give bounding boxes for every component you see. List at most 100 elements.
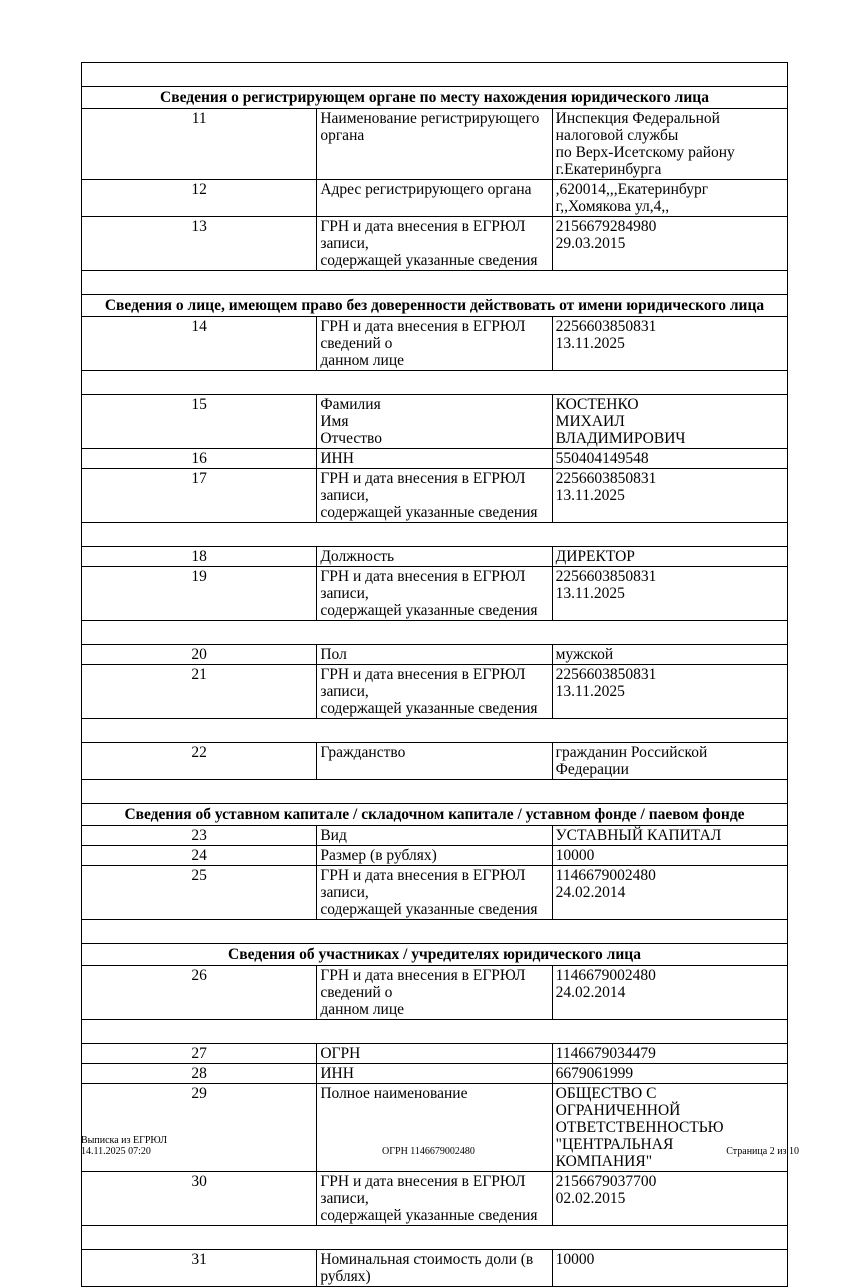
row-label: ГРН и дата внесения в ЕГРЮЛ записи, соде… bbox=[316, 216, 553, 271]
row-value: 2256603850831 13.11.2025 bbox=[551, 316, 789, 371]
row-label: Пол bbox=[316, 644, 553, 665]
spacer-cell bbox=[81, 1225, 788, 1250]
table-row: 16 ИНН 550404149548 bbox=[80, 448, 789, 469]
table-row: 25 ГРН и дата внесения в ЕГРЮЛ записи, со… bbox=[80, 865, 789, 920]
row-label: Номинальная стоимость доли (в рублях) bbox=[316, 1249, 553, 1287]
spacer-row bbox=[81, 1225, 788, 1250]
row-value: 550404149548 bbox=[551, 448, 789, 469]
row-number: 29 bbox=[80, 1083, 318, 1172]
row-label: Вид bbox=[316, 825, 553, 846]
row-value: ДИРЕКТОР bbox=[551, 546, 789, 567]
row-value: 2256603850831 13.11.2025 bbox=[551, 468, 789, 523]
row-value: ,620014,,,Екатеринбург г,,Хомякова ул,4,… bbox=[551, 179, 789, 217]
table-row: 27 ОГРН 1146679034479 bbox=[80, 1043, 789, 1064]
row-label: Гражданство bbox=[316, 742, 553, 780]
row-value: КОСТЕНКО МИХАИЛ ВЛАДИМИРОВИЧ bbox=[551, 394, 789, 449]
table-row: 11 Наименование регистрирующего органа Инс… bbox=[80, 108, 789, 180]
section-header-row: Сведения об участниках / учредителях юри… bbox=[81, 943, 788, 966]
row-label: ИНН bbox=[316, 448, 553, 469]
spacer-row bbox=[81, 522, 788, 547]
spacer-row bbox=[81, 718, 788, 743]
table-row: 26 ГРН и дата внесения в ЕГРЮЛ сведений о… bbox=[80, 965, 789, 1020]
row-value: 2156679037700 02.02.2015 bbox=[551, 1171, 789, 1226]
table-row: 14 ГРН и дата внесения в ЕГРЮЛ сведений о… bbox=[80, 316, 789, 371]
section-header-row: Сведения о лице, имеющем право без довер… bbox=[81, 294, 788, 317]
spacer-row bbox=[81, 370, 788, 395]
row-number: 31 bbox=[80, 1249, 318, 1287]
section-header: Сведения об уставном капитале / складочн… bbox=[81, 803, 788, 826]
row-number: 24 bbox=[80, 845, 318, 866]
row-value: 2256603850831 13.11.2025 bbox=[551, 664, 789, 719]
row-value: 1146679034479 bbox=[551, 1043, 789, 1064]
spacer-cell bbox=[81, 919, 788, 944]
row-number: 25 bbox=[80, 865, 318, 920]
spacer-cell bbox=[81, 1019, 788, 1044]
footer-doc-name: Выписка из ЕГРЮЛ bbox=[81, 1135, 167, 1146]
row-number: 21 bbox=[80, 664, 318, 719]
footer-ogrn: ОГРН 1146679002480 bbox=[382, 1146, 475, 1157]
table-row: 13 ГРН и дата внесения в ЕГРЮЛ записи, со… bbox=[80, 216, 789, 271]
spacer-row bbox=[81, 62, 788, 87]
row-label: Должность bbox=[316, 546, 553, 567]
row-label: Размер (в рублях) bbox=[316, 845, 553, 866]
footer-datetime: 14.11.2025 07:20 bbox=[81, 1146, 151, 1157]
section-header-row: Сведения о регистрирующем органе по мест… bbox=[81, 86, 788, 109]
footer-left: Выписка из ЕГРЮЛ 14.11.2025 07:20 bbox=[81, 1135, 167, 1157]
row-label: ГРН и дата внесения в ЕГРЮЛ сведений о д… bbox=[316, 965, 553, 1020]
row-label: ИНН bbox=[316, 1063, 553, 1084]
spacer-cell bbox=[81, 62, 788, 87]
row-number: 22 bbox=[80, 742, 318, 780]
section-header: Сведения о лице, имеющем право без довер… bbox=[81, 294, 788, 317]
row-value: УСТАВНЫЙ КАПИТАЛ bbox=[551, 825, 789, 846]
row-value: 1146679002480 24.02.2014 bbox=[551, 865, 789, 920]
spacer-row bbox=[81, 620, 788, 645]
row-label: ГРН и дата внесения в ЕГРЮЛ записи, соде… bbox=[316, 566, 553, 621]
row-number: 18 bbox=[80, 546, 318, 567]
spacer-cell bbox=[81, 522, 788, 547]
row-number: 12 bbox=[80, 179, 318, 217]
section-header: Сведения о регистрирующем органе по мест… bbox=[81, 86, 788, 109]
row-number: 28 bbox=[80, 1063, 318, 1084]
row-value: 10000 bbox=[551, 845, 789, 866]
row-value: 6679061999 bbox=[551, 1063, 789, 1084]
row-value: 2256603850831 13.11.2025 bbox=[551, 566, 789, 621]
row-number: 19 bbox=[80, 566, 318, 621]
row-label: Наименование регистрирующего органа bbox=[316, 108, 553, 180]
spacer-row bbox=[81, 779, 788, 804]
table-row: 17 ГРН и дата внесения в ЕГРЮЛ записи, со… bbox=[80, 468, 789, 523]
row-number: 13 bbox=[80, 216, 318, 271]
row-number: 11 bbox=[80, 108, 318, 180]
table-row: 15 Фамилия Имя Отчество КОСТЕНКО МИХАИЛ ВЛ… bbox=[80, 394, 789, 449]
row-value: 1146679002480 24.02.2014 bbox=[551, 965, 789, 1020]
row-number: 30 bbox=[80, 1171, 318, 1226]
table-row: 20 Пол мужской bbox=[80, 644, 789, 665]
table-row: 18 Должность ДИРЕКТОР bbox=[80, 546, 789, 567]
row-number: 15 bbox=[80, 394, 318, 449]
spacer-cell bbox=[81, 270, 788, 295]
spacer-cell bbox=[81, 779, 788, 804]
row-number: 16 bbox=[80, 448, 318, 469]
table-row: 21 ГРН и дата внесения в ЕГРЮЛ записи, со… bbox=[80, 664, 789, 719]
row-value: гражданин Российской Федерации bbox=[551, 742, 789, 780]
row-number: 20 bbox=[80, 644, 318, 665]
table-row: 23 Вид УСТАВНЫЙ КАПИТАЛ bbox=[80, 825, 789, 846]
row-number: 17 bbox=[80, 468, 318, 523]
row-label: Адрес регистрирующего органа bbox=[316, 179, 553, 217]
row-value: 2156679284980 29.03.2015 bbox=[551, 216, 789, 271]
row-value: Инспекция Федеральной налоговой службы п… bbox=[551, 108, 789, 180]
row-label: Фамилия Имя Отчество bbox=[316, 394, 553, 449]
table-row: 19 ГРН и дата внесения в ЕГРЮЛ записи, со… bbox=[80, 566, 789, 621]
table-row: 22 Гражданство гражданин Российской Федера… bbox=[80, 742, 789, 780]
spacer-row bbox=[81, 1019, 788, 1044]
row-value: ОБЩЕСТВО С ОГРАНИЧЕННОЙ ОТВЕТСТВЕННОСТЬЮ… bbox=[551, 1083, 789, 1172]
row-label: Полное наименование bbox=[316, 1083, 553, 1172]
row-number: 27 bbox=[80, 1043, 318, 1064]
spacer-row bbox=[81, 270, 788, 295]
row-label: ГРН и дата внесения в ЕГРЮЛ записи, соде… bbox=[316, 468, 553, 523]
table-row: 30 ГРН и дата внесения в ЕГРЮЛ записи, со… bbox=[80, 1171, 789, 1226]
row-number: 14 bbox=[80, 316, 318, 371]
row-value: 10000 bbox=[551, 1249, 789, 1287]
row-label: ГРН и дата внесения в ЕГРЮЛ записи, соде… bbox=[316, 664, 553, 719]
spacer-cell bbox=[81, 370, 788, 395]
row-number: 26 bbox=[80, 965, 318, 1020]
